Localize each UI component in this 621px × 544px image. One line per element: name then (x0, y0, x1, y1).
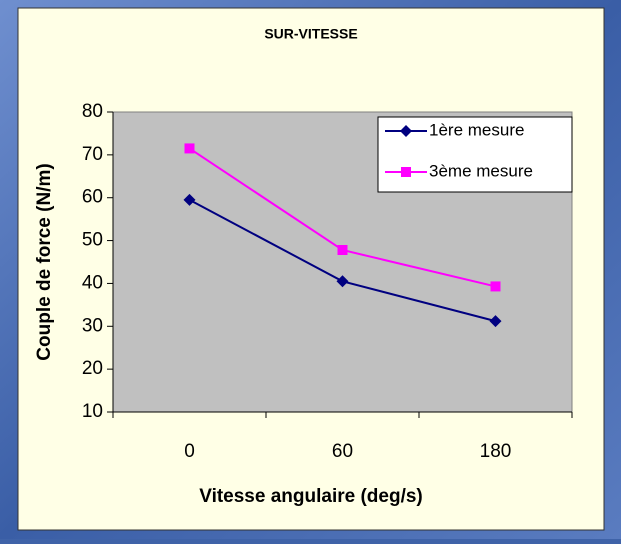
x-axis-title: Vitesse angulaire (deg/s) (199, 486, 423, 507)
y-tick-label: 50 (82, 230, 103, 251)
data-point (184, 143, 195, 154)
x-tick-label: 180 (480, 441, 512, 462)
y-tick-label: 40 (82, 272, 103, 293)
x-tick-label: 60 (332, 441, 353, 462)
data-point (489, 315, 502, 328)
y-tick-label: 60 (82, 187, 103, 208)
y-tick-label: 20 (82, 358, 103, 379)
legend-marker (400, 125, 412, 137)
data-point (336, 275, 349, 288)
y-tick-label: 70 (82, 144, 103, 165)
legend-marker (401, 167, 411, 177)
legend-label: 3ème mesure (429, 161, 533, 180)
x-tick-label: 0 (184, 441, 195, 462)
data-point (490, 281, 501, 292)
data-point (337, 245, 348, 255)
y-tick-label: 30 (82, 315, 103, 336)
chart-title: SUR-VITESSE (264, 26, 357, 42)
y-axis-title: Couple de force (N/m) (34, 163, 55, 360)
data-point (183, 193, 196, 206)
legend-label: 1ère mesure (429, 120, 524, 139)
y-tick-label: 10 (82, 401, 103, 422)
y-tick-label: 80 (82, 101, 103, 122)
